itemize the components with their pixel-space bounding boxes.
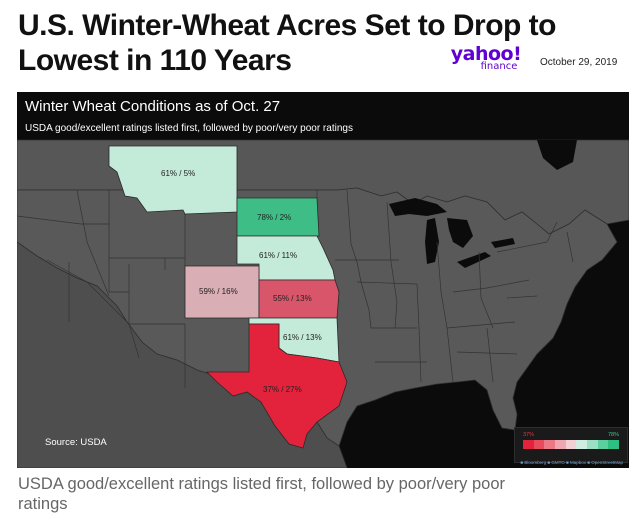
legend-swatch [608,440,620,449]
label-nebraska: 61% / 11% [259,251,297,260]
lake-erie [457,252,491,268]
legend-swatch [533,440,545,449]
caption-line-1: USDA good/excellent ratings listed first… [18,475,505,493]
state-south-dakota[interactable] [236,197,320,237]
brand-main: yahoo! [450,43,522,65]
legend-swatch [576,440,588,449]
highlighted-states [108,145,348,449]
legend-color-bar [523,440,620,449]
legend-swatch [565,440,577,449]
map-subtitle: USDA good/excellent ratings listed first… [25,123,353,134]
caption-line-2: ratings [18,495,68,513]
state-montana[interactable] [108,145,238,215]
label-texas: 37% / 27% [263,385,302,394]
label-montana: 61% / 5% [161,169,195,178]
headline-line-2: Lowest in 110 Years [18,44,292,77]
label-colorado: 59% / 16% [199,287,238,296]
state-kansas[interactable] [258,279,340,319]
wheat-conditions-map: 61% / 5% 78% / 2% 61% / 11% 59% / 16% 55… [17,92,629,468]
state-texas[interactable] [206,323,348,449]
map-attribution[interactable]: ■ Bloomberg ■ GMTO ■ Mapbox ■ OpenStreet… [520,460,623,465]
label-south-dakota: 78% / 2% [257,213,291,222]
legend-swatch [555,440,566,449]
color-legend: 37% 78% [514,427,628,463]
headline-line-1: U.S. Winter-Wheat Acres Set to Drop to [18,9,557,42]
label-kansas: 55% / 13% [273,294,312,303]
legend-swatch [523,440,534,449]
label-oklahoma: 61% / 13% [283,333,322,342]
yahoo-finance-logo[interactable]: yahoo! finance [447,44,525,72]
lake-superior [389,198,447,216]
legend-swatch [597,440,609,449]
legend-max-label: 78% [607,432,619,438]
map-source: Source: USDA [45,437,107,448]
legend-min-label: 37% [523,432,535,438]
legend-swatch [587,440,598,449]
us-map-svg: 61% / 5% 78% / 2% 61% / 11% 59% / 16% 55… [17,92,629,468]
hudson-bay-water [537,140,577,170]
article-headline: U.S. Winter-Wheat Acres Set to Drop to L… [18,8,618,78]
article-date: October 29, 2019 [540,57,618,68]
image-caption: USDA good/excellent ratings listed first… [18,474,618,514]
legend-swatch [544,440,556,449]
lake-ontario [491,238,515,248]
state-labels: 61% / 5% 78% / 2% 61% / 11% 59% / 16% 55… [161,169,322,394]
lake-huron [447,218,473,248]
brand-sub: finance [480,61,518,72]
state-borders [17,189,574,388]
lake-michigan [425,218,439,264]
map-title: Winter Wheat Conditions as of Oct. 27 [25,98,281,115]
